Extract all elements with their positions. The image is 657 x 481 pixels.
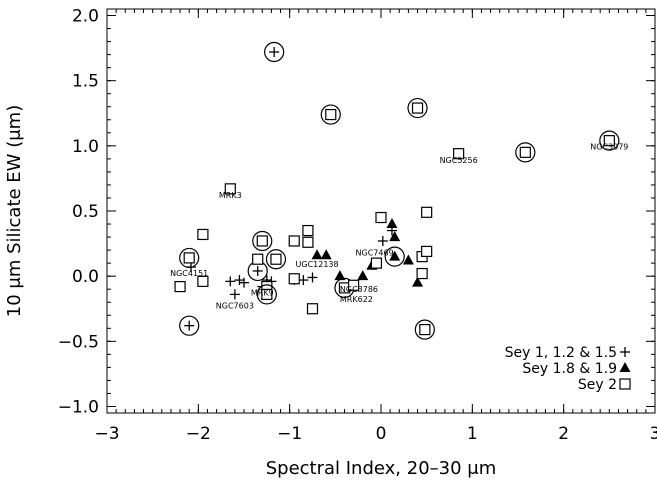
square-point <box>306 303 319 315</box>
triangle-point <box>386 218 398 229</box>
triangle-point <box>311 249 323 260</box>
point-label: NGC7469 <box>356 248 394 257</box>
square-point <box>256 235 268 247</box>
point-label: MRK9 <box>251 289 274 298</box>
data-points <box>174 41 620 340</box>
square-point <box>370 257 383 269</box>
square-point <box>302 224 314 237</box>
plus-point <box>252 265 263 276</box>
x-tick-label: 3 <box>650 424 657 444</box>
square-point <box>421 245 433 257</box>
plus-point <box>298 275 309 286</box>
x-tick-label: −2 <box>186 424 211 444</box>
legend-label: Sey 2 <box>578 377 617 393</box>
point-label: UGC12138 <box>296 260 339 269</box>
y-tick-label: 0.0 <box>72 267 99 287</box>
square-point <box>174 280 186 293</box>
highlight-circle <box>264 41 285 63</box>
plus-point <box>307 272 318 283</box>
triangle-point <box>320 249 332 260</box>
square-point <box>252 253 264 265</box>
triangle-point <box>402 254 414 265</box>
y-tick-label: 1.5 <box>72 72 99 92</box>
square-point <box>348 279 360 291</box>
x-tick-labels: −3 −2 −1 0 1 2 3 <box>94 424 657 444</box>
y-axis-title: 10 μm Silicate EW (μm) <box>4 105 25 317</box>
plus-point <box>184 320 195 331</box>
legend-marker <box>619 362 631 372</box>
y-tick-labels: −1.0 −0.5 0.0 0.5 1.0 1.5 2.0 <box>58 7 99 418</box>
square-point <box>197 228 209 241</box>
square-point <box>261 288 273 301</box>
square-point <box>375 211 387 224</box>
highlight-circle <box>265 249 287 270</box>
square-point <box>603 135 615 147</box>
triangle-point <box>389 231 401 242</box>
highlight-circle <box>407 97 428 119</box>
legend-label: Sey 1.8 & 1.9 <box>522 361 617 377</box>
point-label: NGC5256 <box>440 156 478 165</box>
axis-ticks <box>106 9 656 413</box>
plus-point <box>239 277 249 288</box>
legend-marker <box>619 378 631 390</box>
legend-marker <box>620 347 630 357</box>
point-label: NGC4151 <box>170 269 208 278</box>
highlight-circle <box>179 315 200 336</box>
y-tick-label: −1.0 <box>58 397 99 417</box>
point-label: NGC3079 <box>590 143 628 152</box>
x-axis-title: Spectral Index, 20–30 μm <box>266 458 497 479</box>
highlight-circle <box>320 104 341 125</box>
point-label: NGC3786 <box>340 285 378 294</box>
plus-point <box>229 289 240 300</box>
x-tick-label: −3 <box>94 424 119 444</box>
y-tick-label: 2.0 <box>72 7 99 27</box>
triangle-point <box>357 270 369 281</box>
plus-point <box>377 235 388 246</box>
square-point <box>288 235 300 247</box>
square-point <box>224 183 236 195</box>
highlight-circle <box>179 247 200 269</box>
plus-point <box>269 47 280 58</box>
square-point <box>419 323 431 336</box>
highlight-circle <box>252 230 273 252</box>
square-point <box>325 108 337 121</box>
point-label: MRK622 <box>340 295 373 304</box>
square-point <box>453 148 465 160</box>
highlight-circle <box>515 142 536 163</box>
point-label: NGC7603 <box>216 302 254 311</box>
square-point <box>183 252 195 264</box>
x-tick-label: 2 <box>558 424 569 444</box>
highlight-circle <box>256 284 277 305</box>
highlight-circle <box>414 319 435 340</box>
x-tick-label: 1 <box>467 424 478 444</box>
square-point <box>270 253 282 265</box>
square-point <box>411 102 424 114</box>
point-label: MRK3 <box>219 191 242 200</box>
square-point <box>416 267 428 280</box>
x-tick-label: 0 <box>376 424 387 444</box>
triangle-point <box>389 250 401 261</box>
point-annotations: MRK3 NGC5256 NGC3079 NGC4151 UGC12138 NGC7469… <box>170 143 628 311</box>
y-tick-label: 1.0 <box>72 137 99 157</box>
highlight-circle <box>384 246 405 267</box>
highlight-circle <box>599 130 620 151</box>
y-tick-label: −0.5 <box>58 332 99 352</box>
square-point <box>197 275 209 287</box>
y-tick-label: 0.5 <box>72 202 99 222</box>
triangle-point <box>412 276 424 287</box>
plus-point <box>225 276 236 287</box>
triangle-point <box>334 270 346 281</box>
square-point <box>302 236 314 248</box>
x-tick-label: −1 <box>277 424 302 444</box>
legend-label: Sey 1, 1.2 & 1.5 <box>505 345 617 361</box>
square-point <box>288 273 300 285</box>
plus-point <box>234 275 245 286</box>
square-point <box>421 206 433 218</box>
square-point <box>519 146 531 158</box>
